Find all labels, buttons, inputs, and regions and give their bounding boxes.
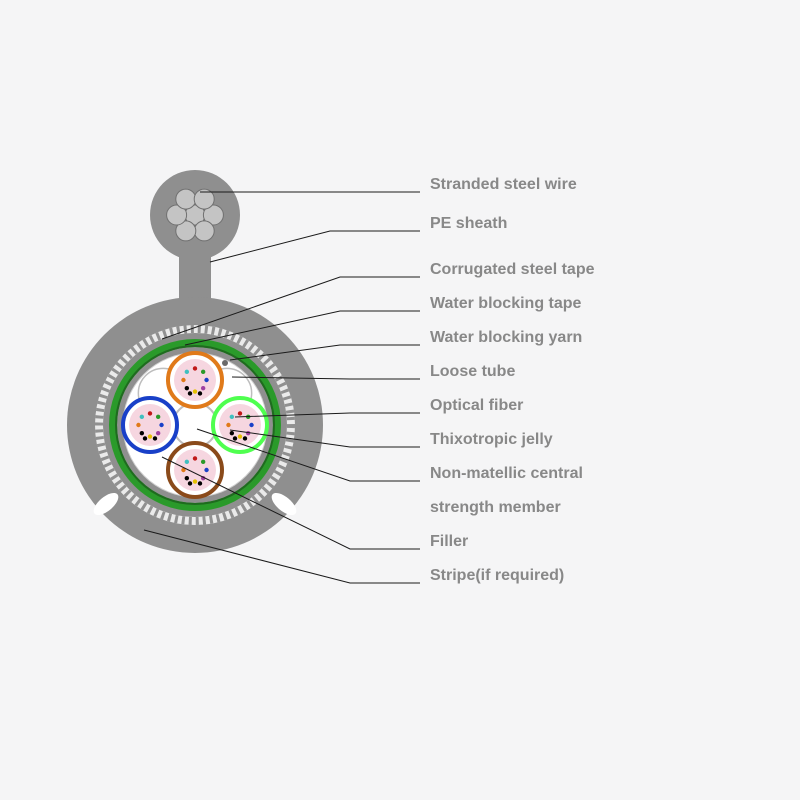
component-label: PE sheath [430,215,507,233]
optical-fiber [181,378,185,382]
component-label: Non-matellic central [430,465,583,483]
thixotropic-jelly [174,359,216,401]
optical-fiber [226,423,230,427]
water-blocking-yarn [222,360,228,366]
component-label: Stranded steel wire [430,176,577,194]
optical-fiber [159,423,163,427]
optical-fiber [140,431,144,435]
component-label: Filler [430,533,468,551]
optical-fiber [193,389,197,393]
optical-fiber [156,415,160,419]
optical-fiber [193,366,197,370]
component-label: strength member [430,499,561,517]
optical-fiber [201,370,205,374]
component-label: Water blocking tape [430,295,581,313]
optical-fiber [230,431,234,435]
optical-fiber [185,460,189,464]
optical-fiber [238,411,242,415]
component-label: Loose tube [430,363,515,381]
optical-fiber [201,386,205,390]
optical-fiber [201,460,205,464]
optical-fiber [230,415,234,419]
component-label: Stripe(if required) [430,567,564,585]
optical-fiber [185,386,189,390]
strand-wire [194,221,214,241]
optical-fiber [249,423,253,427]
central-strength-member [173,403,217,447]
optical-fiber [140,415,144,419]
optical-fiber [193,456,197,460]
strand-wire [176,189,196,209]
optical-fiber [185,476,189,480]
thixotropic-jelly [174,449,216,491]
thixotropic-jelly [219,404,261,446]
optical-fiber [156,431,160,435]
loose-tube [168,353,222,407]
optical-fiber [193,479,197,483]
component-label: Corrugated steel tape [430,261,594,279]
leader-line [210,231,420,262]
thixotropic-jelly [129,404,171,446]
optical-fiber [204,378,208,382]
loose-tube [168,443,222,497]
optical-fiber [148,411,152,415]
optical-fiber [238,434,242,438]
optical-fiber [136,423,140,427]
optical-fiber [148,434,152,438]
component-label: Water blocking yarn [430,329,582,347]
component-label: Optical fiber [430,397,523,415]
loose-tube [123,398,177,452]
optical-fiber [185,370,189,374]
component-label: Thixotropic jelly [430,431,553,449]
cable-cross-section-diagram [0,0,800,800]
optical-fiber [204,468,208,472]
